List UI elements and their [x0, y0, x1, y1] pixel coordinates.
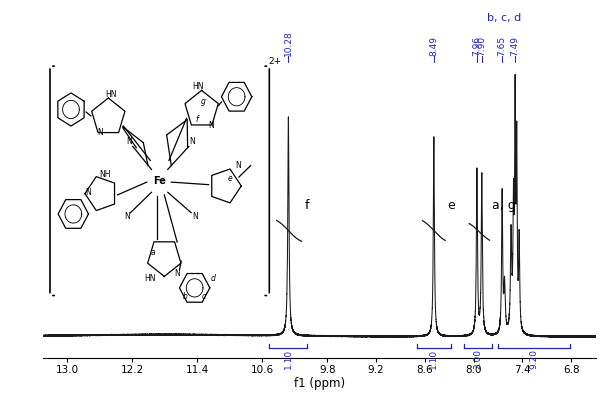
- Text: a: a: [150, 248, 155, 257]
- Text: 7.49: 7.49: [511, 36, 519, 56]
- Text: e: e: [227, 174, 232, 183]
- Text: 1.10: 1.10: [429, 349, 438, 369]
- Text: N: N: [208, 121, 214, 130]
- Text: f: f: [196, 115, 198, 124]
- Text: d: d: [211, 275, 216, 284]
- Text: 2+: 2+: [268, 57, 282, 66]
- Text: N: N: [97, 128, 103, 137]
- Text: N: N: [85, 188, 91, 197]
- Text: N: N: [192, 212, 198, 221]
- Text: N: N: [190, 137, 195, 146]
- Text: 1.10: 1.10: [284, 349, 292, 369]
- Text: 10.28: 10.28: [284, 30, 293, 56]
- Text: Fe: Fe: [154, 176, 166, 186]
- Text: b: b: [183, 292, 188, 301]
- Text: 7.65: 7.65: [497, 36, 507, 56]
- Text: HN: HN: [105, 90, 117, 99]
- Text: NH: NH: [99, 170, 111, 179]
- Text: 9.20: 9.20: [529, 349, 538, 369]
- Text: N: N: [174, 269, 180, 278]
- Text: a, g: a, g: [492, 199, 515, 212]
- Text: e: e: [448, 199, 456, 212]
- Text: 7.96: 7.96: [472, 36, 481, 56]
- Text: N: N: [126, 137, 132, 146]
- Text: f: f: [305, 199, 309, 212]
- X-axis label: f1 (ppm): f1 (ppm): [293, 377, 345, 390]
- Text: HN: HN: [192, 82, 204, 91]
- Text: g: g: [200, 97, 205, 106]
- Text: 8.49: 8.49: [429, 36, 438, 56]
- Text: b, c, d: b, c, d: [488, 13, 522, 23]
- Text: N: N: [124, 212, 130, 221]
- Text: c: c: [202, 292, 206, 301]
- Text: 2.00: 2.00: [473, 349, 483, 369]
- Text: HN: HN: [144, 275, 156, 284]
- Text: 7.90: 7.90: [477, 36, 486, 56]
- Text: N: N: [235, 161, 241, 170]
